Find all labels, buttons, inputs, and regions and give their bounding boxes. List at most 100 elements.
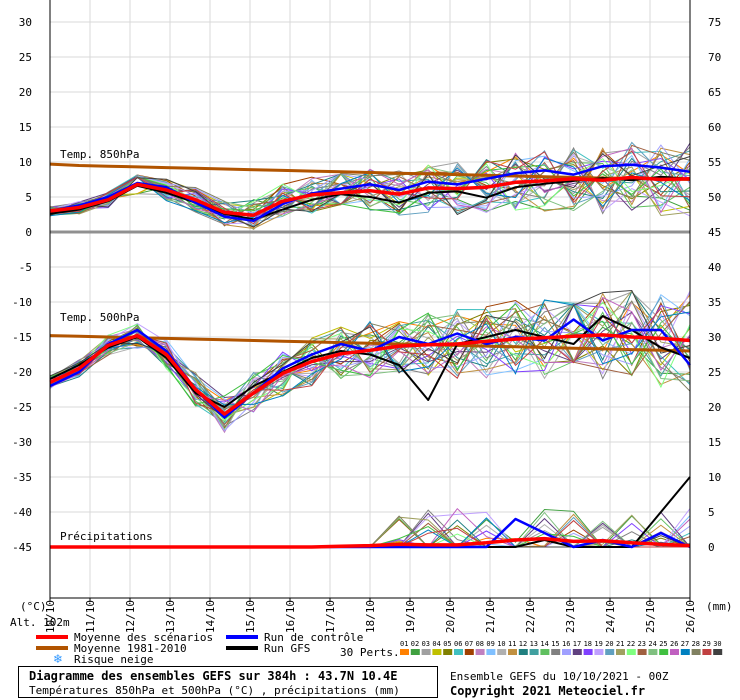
pert-line-850	[50, 155, 691, 226]
pert-id: 21	[616, 640, 624, 648]
x-tick-label: 10/10	[44, 600, 57, 633]
right-tick-label: 5	[708, 506, 715, 519]
altitude-label: Alt. 102m	[10, 616, 70, 629]
pert-id: 02	[411, 640, 419, 648]
x-tick-label: 16/10	[284, 600, 297, 633]
main-series	[49, 162, 691, 549]
pert-swatch	[713, 649, 723, 655]
pert-line-850	[49, 158, 691, 217]
left-tick-label: 25	[19, 51, 32, 64]
snowflake-icon: ❄	[53, 652, 63, 666]
pert-id: 19	[594, 640, 602, 648]
right-tick-label: 75	[708, 16, 721, 29]
pert-swatch	[529, 649, 539, 655]
x-tick-label: 18/10	[364, 600, 377, 633]
left-tick-label: -30	[12, 436, 32, 449]
pert-id: 15	[551, 640, 559, 648]
right-axis-unit: (mm)	[706, 600, 733, 613]
right-tick-label: 65	[708, 86, 721, 99]
pert-swatch	[475, 649, 485, 655]
right-tick-label: 20	[708, 401, 721, 414]
left-tick-label: -35	[12, 471, 32, 484]
left-tick-label: -15	[12, 331, 32, 344]
x-tick-label: 25/10	[644, 600, 657, 633]
series-precip	[50, 536, 691, 549]
chart-subtitle: Températures 850hPa et 500hPa (°C) , pré…	[29, 684, 400, 697]
x-tick-label: 11/10	[84, 600, 97, 633]
pert-swatch	[605, 649, 615, 655]
pert-swatch	[443, 649, 453, 655]
x-tick-label: 21/10	[484, 600, 497, 633]
right-tick-label: 70	[708, 51, 721, 64]
pert-id: 25	[659, 640, 667, 648]
run-info: Ensemble GEFS du 10/10/2021 - 00Z	[450, 670, 669, 683]
right-tick-label: 30	[708, 331, 721, 344]
pert-swatch	[572, 649, 582, 655]
left-tick-label: -5	[19, 261, 32, 274]
chart-title: Diagramme des ensembles GEFS sur 384h : …	[29, 669, 398, 683]
right-tick-label: 40	[708, 261, 721, 274]
pert-swatch	[486, 649, 496, 655]
x-tick-label: 24/10	[604, 600, 617, 633]
pert-swatch	[497, 649, 507, 655]
pert-line-500	[49, 303, 691, 406]
pert-id: 23	[638, 640, 646, 648]
pert-id: 20	[605, 640, 613, 648]
pert-id: 30	[713, 640, 721, 648]
pert-id: 26	[670, 640, 678, 648]
pert-swatch	[400, 649, 409, 655]
pert-swatch	[691, 649, 701, 655]
pert-id: 09	[486, 640, 494, 648]
right-tick-label: 25	[708, 366, 721, 379]
pert-swatch	[464, 649, 474, 655]
footer-title-box: Diagramme des ensembles GEFS sur 384h : …	[18, 666, 438, 698]
pert-id: 14	[540, 640, 548, 648]
left-tick-label: -10	[12, 296, 32, 309]
pert-id: 06	[454, 640, 462, 648]
x-tick-label: 14/10	[204, 600, 217, 633]
pert-id: 28	[692, 640, 700, 648]
pert-id: 10	[497, 640, 505, 648]
pert-id: 01	[400, 640, 408, 648]
right-tick-label: 15	[708, 436, 721, 449]
pert-swatch	[594, 649, 604, 655]
pert-swatch	[626, 649, 636, 655]
legend-label: Risque neige	[74, 653, 153, 666]
pert-swatch	[648, 649, 658, 655]
left-tick-label: -25	[12, 401, 32, 414]
pert-line-500	[49, 296, 691, 413]
pert-id: 22	[627, 640, 635, 648]
x-tick-label: 17/10	[324, 600, 337, 633]
axes: Temp. 850hPa Temp. 500hPa Précipitations 30…	[10, 0, 733, 633]
pert-count-label: 30 Perts.	[340, 646, 400, 659]
pert-swatch	[680, 649, 690, 655]
x-tick-label: 22/10	[524, 600, 537, 633]
right-tick-label: 0	[708, 541, 715, 554]
left-tick-label: -40	[12, 506, 32, 519]
copyright: Copyright 2021 Meteociel.fr	[450, 684, 646, 698]
pert-swatch	[670, 649, 679, 655]
pert-swatch	[421, 649, 431, 655]
x-tick-label: 12/10	[124, 600, 137, 633]
left-tick-label: -45	[12, 541, 32, 554]
pert-line-500	[49, 311, 691, 399]
pert-swatch	[410, 649, 420, 655]
right-tick-label: 35	[708, 296, 721, 309]
x-tick-label: 13/10	[164, 600, 177, 633]
left-tick-label: 0	[25, 226, 32, 239]
pert-swatch	[432, 649, 442, 655]
pert-id: 11	[508, 640, 516, 648]
perturbation-legend: 30 Perts.01 02 03 04 05 06 07 08 09 10 11 12 13 14 15 1…	[340, 640, 723, 659]
x-tick-label: 23/10	[564, 600, 577, 633]
pert-id: 08	[476, 640, 484, 648]
pert-id: 13	[530, 640, 538, 648]
left-tick-label: 10	[19, 156, 32, 169]
pert-swatch	[637, 649, 647, 655]
right-tick-label: 60	[708, 121, 721, 134]
pert-id: 12	[519, 640, 527, 648]
right-tick-label: 50	[708, 191, 721, 204]
left-axis-unit: (°C)	[20, 600, 47, 613]
panel-label-precip: Précipitations	[60, 530, 153, 543]
pert-line-500	[49, 301, 691, 421]
